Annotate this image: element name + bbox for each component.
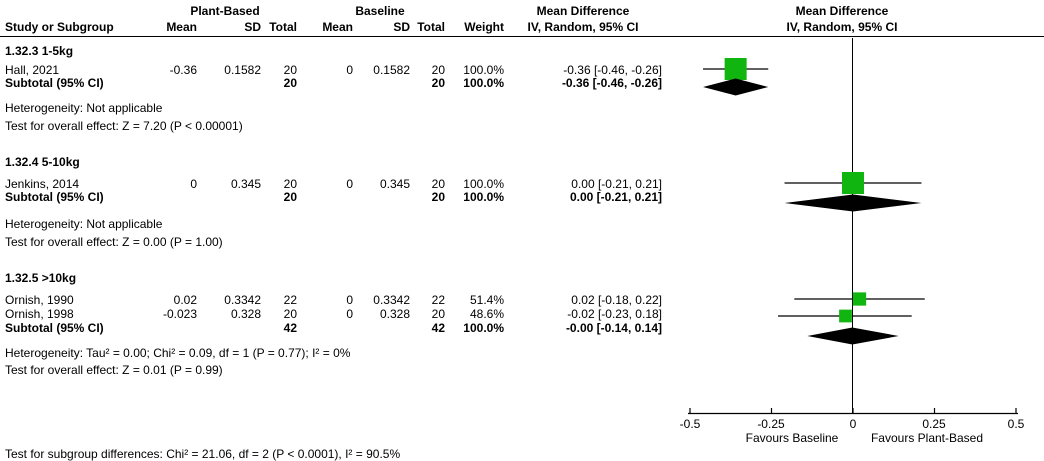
table-row: Ornish, 1990 0.02 0.3342 22 0 0.3342 22 … xyxy=(0,293,700,307)
baseline-mean: 0 xyxy=(346,307,353,321)
overall-effect-text: Test for overall effect: Z = 0.00 (P = 1… xyxy=(5,235,223,249)
subgroup-difference-test: Test for subgroup differences: Chi² = 21… xyxy=(5,447,401,461)
plant-mean: -0.36 xyxy=(169,63,197,77)
study-name: Ornish, 1998 xyxy=(5,307,74,321)
col-mean2-header: Mean xyxy=(322,20,353,34)
axis-tick-label: 0.5 xyxy=(1007,417,1025,431)
baseline-total: 20 xyxy=(431,63,445,77)
plant-total: 20 xyxy=(283,307,297,321)
baseline-total: 20 xyxy=(431,307,445,321)
ci-value: -0.00 [-0.14, 0.14] xyxy=(565,321,662,335)
baseline-total: 20 xyxy=(431,76,445,90)
weight-value: 100.0% xyxy=(463,63,504,77)
ci-method-header-right: IV, Random, 95% CI xyxy=(786,20,898,34)
heterogeneity-text: Heterogeneity: Not applicable xyxy=(5,101,163,115)
plant-total: 20 xyxy=(283,76,297,90)
ci-value: 0.00 [-0.21, 0.21] xyxy=(571,177,662,191)
effect-square xyxy=(839,309,852,323)
subtotal-label: Subtotal (95% CI) xyxy=(5,190,104,204)
plant-total: 20 xyxy=(283,177,297,191)
effect-square xyxy=(852,292,867,306)
ci-method-header-left: IV, Random, 95% CI xyxy=(527,20,639,34)
axis-tick-label: 0.25 xyxy=(922,417,946,431)
baseline-mean: 0 xyxy=(346,177,353,191)
col-weight-header: Weight xyxy=(464,20,504,34)
md-header-right: Mean Difference xyxy=(795,4,889,18)
axis-tick-label: 0 xyxy=(849,417,857,431)
effect-square xyxy=(842,172,864,194)
col-sd2-header: SD xyxy=(393,20,410,34)
table-row: Ornish, 1998 -0.023 0.328 20 0 0.328 20 … xyxy=(0,307,700,321)
subgroup-label: 1.32.3 1-5kg xyxy=(5,44,74,58)
col-total2-header: Total xyxy=(417,20,445,34)
ci-value: 0.00 [-0.21, 0.21] xyxy=(569,190,662,204)
col-total1-header: Total xyxy=(269,20,297,34)
heterogeneity-text: Heterogeneity: Tau² = 0.00; Chi² = 0.09,… xyxy=(5,346,351,360)
weight-value: 100.0% xyxy=(463,321,504,335)
subtotal-row: Subtotal (95% CI) 42 42 100.0% -0.00 [-0… xyxy=(0,321,700,335)
subtotal-diamond xyxy=(784,194,922,212)
col-study-header: Study or Subgroup xyxy=(5,20,114,34)
subtotal-diamond xyxy=(807,327,899,345)
baseline-mean: 0 xyxy=(346,293,353,307)
column-header-row: Study or Subgroup Mean SD Total Mean SD … xyxy=(0,20,700,34)
weight-value: 100.0% xyxy=(463,190,504,204)
baseline-sd: 0.1582 xyxy=(373,63,410,77)
favours-right-label: Favours Plant-Based xyxy=(870,431,984,445)
ci-value: -0.36 [-0.46, -0.26] xyxy=(561,76,662,90)
weight-value: 51.4% xyxy=(469,293,504,307)
weight-value: 100.0% xyxy=(463,76,504,90)
axis-tick-label: -0.5 xyxy=(679,417,701,431)
effect-square xyxy=(724,58,747,80)
subgroup-label: 1.32.4 5-10kg xyxy=(5,155,80,169)
baseline-sd: 0.328 xyxy=(379,307,410,321)
study-name: Jenkins, 2014 xyxy=(5,177,80,191)
baseline-total: 20 xyxy=(431,177,445,191)
study-name: Hall, 2021 xyxy=(5,63,60,77)
plant-mean: -0.023 xyxy=(162,307,197,321)
ci-value: -0.36 [-0.46, -0.26] xyxy=(563,63,662,77)
table-row: Hall, 2021 -0.36 0.1582 20 0 0.1582 20 1… xyxy=(0,63,700,77)
subtotal-row: Subtotal (95% CI) 20 20 100.0% 0.00 [-0.… xyxy=(0,190,700,204)
ci-value: -0.02 [-0.23, 0.18] xyxy=(567,307,662,321)
overall-effect-text: Test for overall effect: Z = 7.20 (P < 0… xyxy=(5,119,243,133)
baseline-sd: 0.3342 xyxy=(373,293,410,307)
baseline-total: 22 xyxy=(431,293,445,307)
heterogeneity-text: Heterogeneity: Not applicable xyxy=(5,217,163,231)
baseline-sd: 0.345 xyxy=(379,177,410,191)
baseline-total: 42 xyxy=(431,321,445,335)
plant-total: 20 xyxy=(283,190,297,204)
subtotal-label: Subtotal (95% CI) xyxy=(5,321,104,335)
col-mean1-header: Mean xyxy=(166,20,197,34)
subtotal-row: Subtotal (95% CI) 20 20 100.0% -0.36 [-0… xyxy=(0,76,700,90)
header-divider xyxy=(0,36,1044,37)
plant-sd: 0.3342 xyxy=(224,293,261,307)
subtotal-diamond xyxy=(703,78,769,96)
subgroup-label: 1.32.5 >10kg xyxy=(5,271,77,285)
table-row: Jenkins, 2014 0 0.345 20 0 0.345 20 100.… xyxy=(0,177,700,191)
overall-effect-text: Test for overall effect: Z = 0.01 (P = 0… xyxy=(5,363,223,377)
arm1-header: Plant-Based xyxy=(190,4,260,18)
plant-mean: 0.02 xyxy=(173,293,197,307)
weight-value: 48.6% xyxy=(469,307,504,321)
plant-mean: 0 xyxy=(190,177,197,191)
ci-value: 0.02 [-0.18, 0.22] xyxy=(571,293,662,307)
plant-sd: 0.1582 xyxy=(224,63,261,77)
plant-sd: 0.345 xyxy=(230,177,261,191)
study-name: Ornish, 1990 xyxy=(5,293,74,307)
weight-value: 100.0% xyxy=(463,177,504,191)
favours-left-label: Favours Baseline xyxy=(745,431,839,445)
plant-total: 20 xyxy=(283,63,297,77)
plant-total: 22 xyxy=(283,293,297,307)
plant-total: 42 xyxy=(283,321,297,335)
subtotal-label: Subtotal (95% CI) xyxy=(5,76,104,90)
col-sd1-header: SD xyxy=(244,20,261,34)
baseline-mean: 0 xyxy=(346,63,353,77)
arm2-header: Baseline xyxy=(355,4,405,18)
axis-tick-label: -0.25 xyxy=(757,417,785,431)
md-header-left: Mean Difference xyxy=(536,4,630,18)
plant-sd: 0.328 xyxy=(230,307,261,321)
baseline-total: 20 xyxy=(431,190,445,204)
